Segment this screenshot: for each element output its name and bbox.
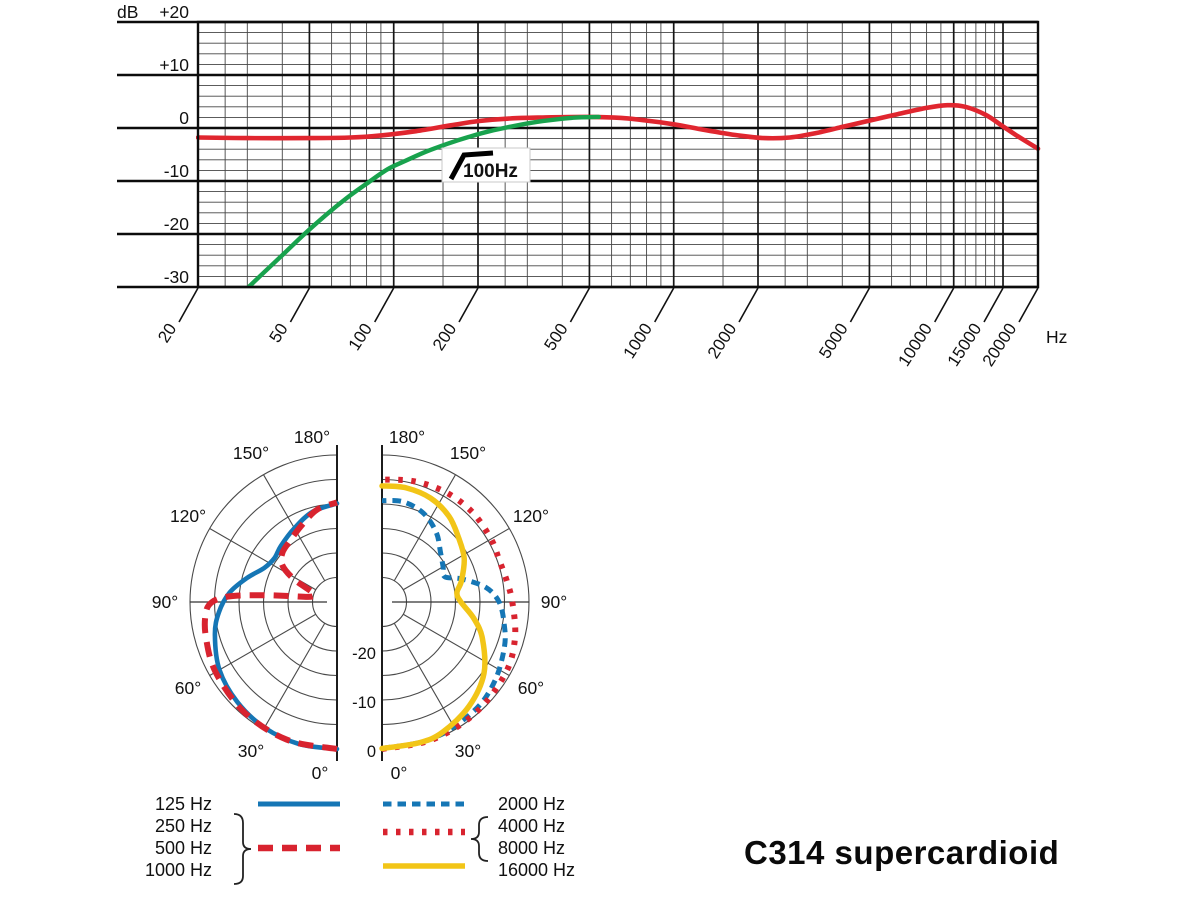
legend-label: 125 Hz (154, 794, 212, 814)
x-tick-label: 100 (345, 320, 376, 354)
polar-angle-label: 60° (518, 678, 544, 698)
x-tick-label: 2000 (704, 320, 741, 362)
x-tick-mark (983, 287, 1004, 323)
polar-pattern-chart: 0° 30° 60° 90° 120° 150° 180° 0° 30° 60° 90° 120° 15… (152, 427, 567, 783)
x-tick-mark (738, 287, 759, 323)
legend-label: 2000 Hz (498, 794, 566, 814)
x-tick-mark (569, 287, 591, 323)
polar-spoke (209, 613, 317, 676)
polar-spoke (402, 528, 510, 591)
x-tick-label: 5000 (815, 320, 852, 362)
polar-curve-4000-8000-Hz (381, 476, 519, 752)
y-tick-label: -30 (164, 267, 190, 287)
polar-spoke (393, 622, 456, 730)
highpass-filter-icon (448, 150, 494, 181)
polar-angle-label: 0° (391, 763, 408, 783)
x-tick-mark (654, 287, 675, 323)
x-tick-mark (374, 287, 395, 323)
x-tick-label: 1000 (620, 320, 657, 362)
polar-legend-right-labels: 2000 Hz 4000 Hz 8000 Hz 16000 Hz (498, 793, 638, 881)
x-tick-label: 200 (429, 320, 460, 354)
polar-angle-label: 180° (389, 427, 425, 447)
legend-label: 500 Hz (154, 838, 212, 858)
legend-label: 16000 Hz (498, 860, 576, 880)
figure-title: C314 supercardioid (744, 834, 1060, 871)
polar-angle-label: 60° (175, 678, 201, 698)
y-tick-label: 0 (179, 108, 189, 128)
x-tick-label: 10000 (894, 320, 936, 370)
y-tick-label: -10 (164, 161, 190, 181)
polar-angle-label: 120° (170, 506, 206, 526)
polar-spoke (209, 528, 317, 591)
x-tick-mark (178, 287, 199, 323)
polar-curve-125-Hz (212, 501, 340, 752)
plot-border (196, 20, 1040, 289)
x-tick-mark (849, 287, 871, 323)
polar-spoke (393, 474, 456, 582)
polar-angle-label: 90° (152, 592, 178, 612)
polar-curve-2000-Hz (381, 497, 508, 751)
response-curves (196, 102, 1041, 288)
frequency-response-chart: +20 +10 0 -10 -20 -30 20 50 100 200 500 1000 2000 500… (117, 2, 1041, 370)
lowcut-annotation: 100Hz (441, 147, 531, 183)
x-tick-label: 50 (266, 320, 292, 346)
polar-spoke (402, 613, 510, 676)
polar-angle-label: 120° (513, 506, 549, 526)
curve-response-with-100hz-lowcut (244, 114, 601, 288)
polar-angle-label: 90° (541, 592, 567, 612)
polar-legend-left-labels: 125 Hz 250 Hz 500 Hz 1000 Hz (90, 793, 212, 881)
x-tick-label: 500 (540, 320, 571, 354)
legend-label: 1000 Hz (144, 860, 212, 880)
polar-db-label: -20 (352, 645, 376, 663)
polar-angle-label: 30° (455, 741, 481, 761)
polar-angle-label: 30° (238, 741, 264, 761)
polar-curve-16000-Hz (379, 483, 488, 752)
lowcut-annotation-label: 100Hz (463, 161, 518, 182)
polar-angle-label: 180° (294, 427, 330, 447)
x-tick-label: 20000 (979, 320, 1021, 370)
polar-spoke (263, 622, 326, 730)
polar-curve-250-500-1000-Hz (201, 499, 339, 752)
polar-angle-label: 0° (312, 763, 329, 783)
polar-legend-swatches (233, 801, 489, 885)
curve-on-axis-response (196, 102, 1041, 151)
x-axis-unit: Hz (1046, 327, 1067, 347)
polar-angle-label: 150° (450, 443, 486, 463)
y-tick-label: +20 (159, 2, 189, 22)
x-tick-mark (934, 287, 955, 323)
x-tick-mark (1018, 287, 1039, 323)
y-tick-label: +10 (159, 55, 189, 75)
polar-db-label: -10 (352, 694, 376, 712)
x-tick-mark (458, 287, 479, 323)
x-tick-mark (289, 287, 311, 323)
x-tick-label: 15000 (944, 320, 986, 370)
legend-label: 250 Hz (154, 816, 212, 836)
y-axis-unit: dB (117, 2, 138, 22)
legend-label: 8000 Hz (498, 838, 566, 858)
x-tick-label: 20 (154, 320, 180, 346)
legend-label: 4000 Hz (498, 816, 566, 836)
legend-left-brace (233, 813, 252, 885)
legend-right-brace (470, 816, 489, 862)
polar-angle-label: 150° (233, 443, 269, 463)
y-tick-label: -20 (164, 214, 190, 234)
polar-db-label: 0 (367, 743, 376, 761)
